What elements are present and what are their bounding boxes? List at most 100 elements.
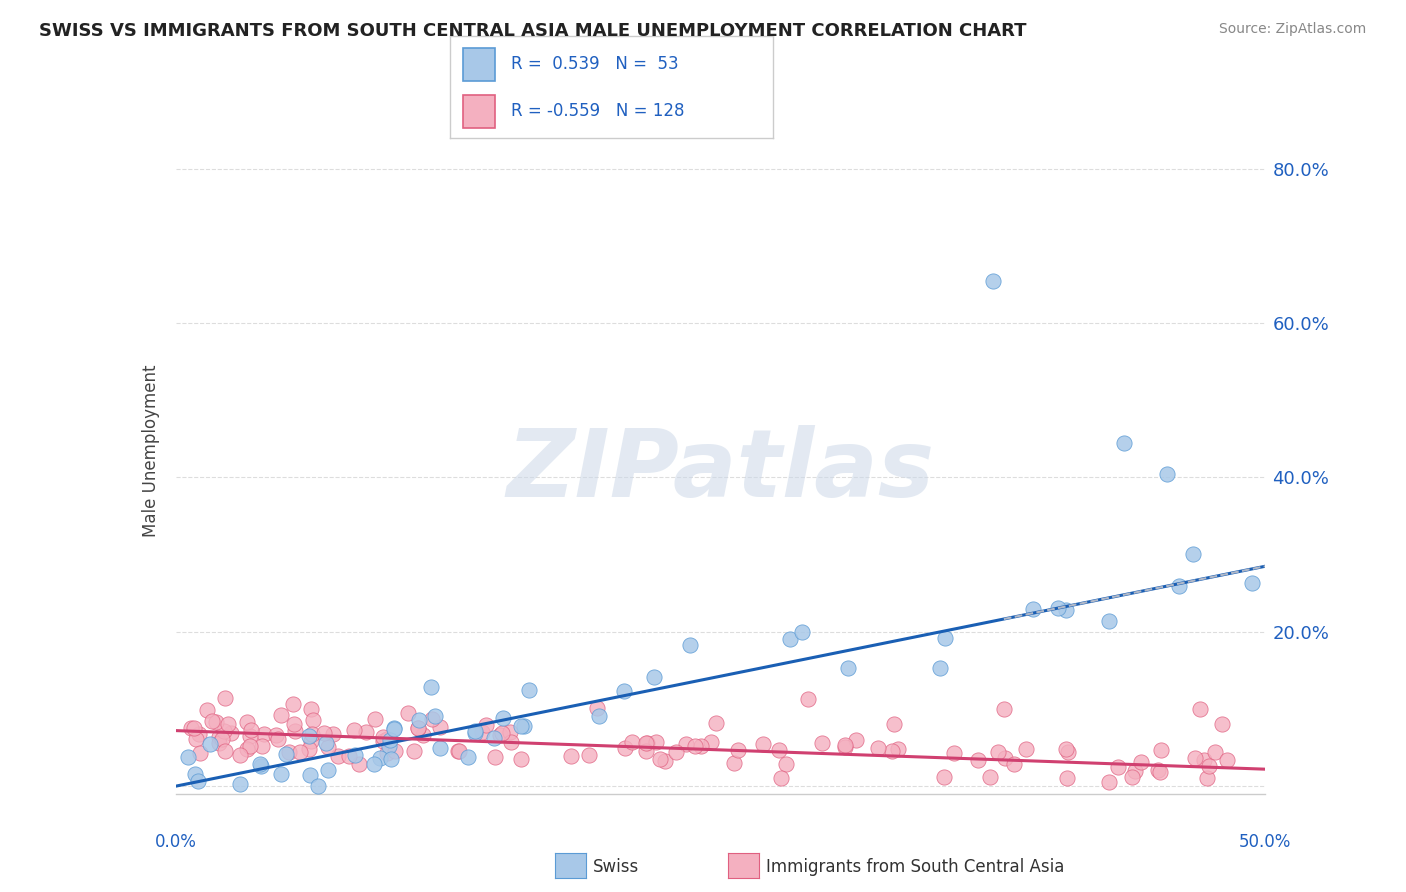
Point xyxy=(1150,742,1173,756)
Point xyxy=(214,724,236,739)
Point xyxy=(318,739,340,754)
Point xyxy=(457,750,479,764)
Point xyxy=(883,717,905,731)
Point xyxy=(363,757,385,772)
Point xyxy=(298,742,321,756)
Point xyxy=(270,767,292,781)
Point xyxy=(1015,741,1038,756)
Point xyxy=(689,739,711,753)
Point xyxy=(464,724,486,739)
Point xyxy=(499,724,522,739)
Point xyxy=(586,700,609,714)
Point xyxy=(934,631,956,645)
Point xyxy=(1195,771,1218,785)
Y-axis label: Male Unemployment: Male Unemployment xyxy=(142,364,160,537)
Point xyxy=(1054,603,1077,617)
Point xyxy=(406,721,429,735)
Point xyxy=(934,770,956,784)
Point xyxy=(373,734,395,748)
Point xyxy=(299,768,322,782)
Point xyxy=(183,721,205,735)
Text: R = -0.559   N = 128: R = -0.559 N = 128 xyxy=(512,102,685,120)
Point xyxy=(283,717,305,731)
Point xyxy=(375,746,398,760)
Point xyxy=(211,732,233,747)
Point xyxy=(887,742,910,756)
Point xyxy=(1147,763,1170,777)
Point xyxy=(364,713,387,727)
Point xyxy=(406,721,429,735)
Point xyxy=(378,739,401,754)
Text: Source: ZipAtlas.com: Source: ZipAtlas.com xyxy=(1219,22,1367,37)
Point xyxy=(620,735,643,749)
Text: Immigrants from South Central Asia: Immigrants from South Central Asia xyxy=(766,858,1064,876)
Point xyxy=(811,736,834,750)
Point xyxy=(464,725,486,739)
Point xyxy=(299,702,322,716)
Point xyxy=(1204,745,1226,759)
Point xyxy=(198,738,221,752)
Point xyxy=(281,698,304,712)
Point xyxy=(195,703,218,717)
Point xyxy=(942,746,965,760)
Bar xyxy=(463,95,495,128)
Point xyxy=(797,692,820,706)
Point xyxy=(404,744,426,758)
Point xyxy=(474,718,496,732)
Point xyxy=(471,725,494,739)
Point xyxy=(679,639,702,653)
Point xyxy=(519,682,541,697)
Point xyxy=(343,723,366,738)
Point xyxy=(834,738,856,752)
Point xyxy=(699,735,721,749)
Point xyxy=(560,749,582,764)
Point xyxy=(499,735,522,749)
Point xyxy=(278,745,301,759)
Point xyxy=(1167,579,1189,593)
Point xyxy=(1098,775,1121,789)
Point xyxy=(634,736,657,750)
Text: 0.0%: 0.0% xyxy=(155,833,197,851)
Point xyxy=(354,724,377,739)
Point xyxy=(337,749,360,764)
Point xyxy=(578,747,600,762)
Point xyxy=(751,737,773,751)
Point xyxy=(284,723,307,738)
Point xyxy=(727,742,749,756)
Point xyxy=(1129,755,1152,769)
Point xyxy=(249,757,271,772)
Point xyxy=(491,726,513,740)
Point xyxy=(380,733,402,747)
Point xyxy=(423,709,446,723)
Point xyxy=(513,719,536,733)
Point xyxy=(219,726,242,740)
Point xyxy=(994,750,1017,764)
Point xyxy=(187,726,209,740)
Point xyxy=(928,661,950,675)
Point xyxy=(1057,745,1080,759)
Point xyxy=(643,670,665,684)
Point xyxy=(645,735,668,749)
Point xyxy=(312,726,335,740)
Point xyxy=(382,722,405,736)
Point xyxy=(779,632,801,646)
Point xyxy=(1198,759,1220,773)
Point xyxy=(768,743,790,757)
Point xyxy=(382,721,405,735)
Point xyxy=(447,743,470,757)
Point xyxy=(636,744,658,758)
Point xyxy=(837,661,859,675)
Point xyxy=(880,744,903,758)
Point xyxy=(214,744,236,758)
Point xyxy=(775,756,797,771)
Point xyxy=(228,777,250,791)
Point xyxy=(845,733,868,747)
Bar xyxy=(463,48,495,81)
Point xyxy=(1002,756,1025,771)
Text: SWISS VS IMMIGRANTS FROM SOUTH CENTRAL ASIA MALE UNEMPLOYMENT CORRELATION CHART: SWISS VS IMMIGRANTS FROM SOUTH CENTRAL A… xyxy=(39,22,1026,40)
Point xyxy=(380,752,402,766)
Point xyxy=(979,770,1001,784)
Text: Swiss: Swiss xyxy=(593,858,640,876)
Point xyxy=(208,730,231,744)
Point xyxy=(447,744,470,758)
